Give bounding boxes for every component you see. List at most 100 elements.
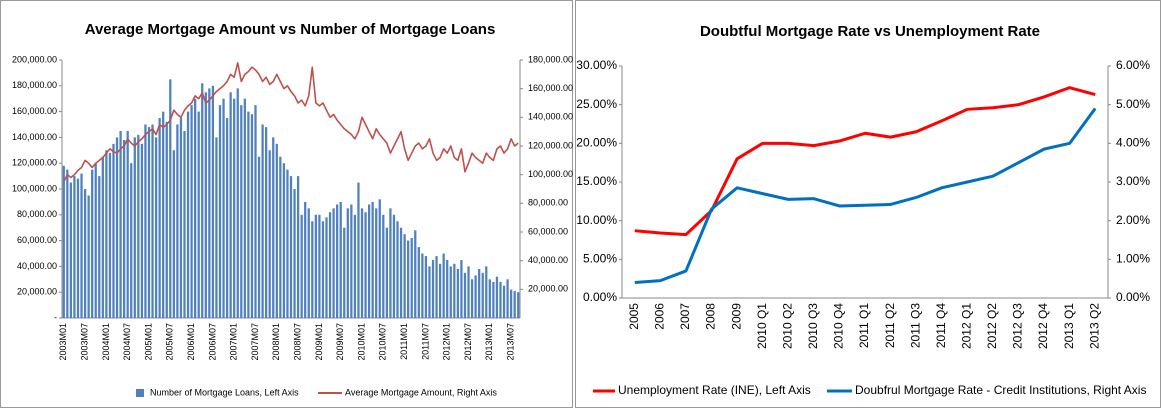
x-tick-label: 2007M07 [250, 323, 260, 361]
bar [176, 124, 179, 318]
y-tick-label: 30.00% [576, 58, 617, 72]
bar [495, 276, 499, 318]
x-tick-label: 2010 Q1 [755, 303, 769, 349]
bar [162, 111, 165, 318]
bar [122, 139, 126, 318]
x-tick-label: 2010M01 [356, 323, 366, 361]
bar [339, 201, 342, 318]
bar [115, 137, 119, 318]
bar [204, 92, 207, 318]
bar [225, 118, 229, 318]
x-tick-label: 2011 Q3 [908, 303, 922, 348]
bar [240, 105, 243, 319]
x-tick-label: 2007 [678, 303, 692, 330]
chart-title: Average Mortgage Amount vs Number of Mor… [85, 21, 496, 38]
y2-tick-label: 20,000.00 [528, 284, 568, 294]
x-tick-label: 2012 Q1 [959, 303, 973, 349]
bar [151, 124, 154, 318]
bar [222, 98, 225, 318]
y-tick-label: 120,000.00 [12, 158, 57, 168]
bar [488, 279, 491, 318]
bar [215, 137, 218, 318]
bar [172, 150, 175, 318]
bar [108, 152, 112, 318]
x-tick-label: 2011 Q4 [934, 303, 948, 348]
y-tick-label: - [54, 312, 57, 322]
bar [236, 88, 239, 318]
y2-tick-label: 0.00% [1116, 290, 1150, 304]
bar [293, 189, 296, 318]
x-tick-label: 2011M01 [399, 323, 409, 360]
bar [421, 253, 424, 318]
bar [336, 204, 339, 318]
bar [190, 105, 193, 319]
bar [179, 118, 183, 318]
bar [389, 208, 392, 318]
x-tick-label: 2012 Q3 [1011, 303, 1025, 349]
x-tick-label: 2009M01 [314, 323, 324, 361]
y2-tick-label: 2.00% [1116, 213, 1150, 227]
y-tick-label: 80,000.00 [17, 209, 57, 219]
bar [208, 88, 211, 318]
legend-swatch [136, 389, 144, 397]
x-tick-label: 2004M01 [101, 323, 111, 361]
y2-tick-label: 40,000.00 [528, 255, 568, 265]
bar [371, 201, 374, 318]
bar [307, 208, 310, 318]
x-tick-label: 2008M07 [292, 323, 302, 361]
bar [229, 92, 232, 318]
x-tick-label: 2013M07 [505, 323, 515, 361]
x-tick-label: 2005 [627, 303, 641, 330]
y2-tick-label: 1.00% [1116, 252, 1150, 266]
bar [463, 272, 467, 318]
bar [449, 266, 452, 318]
bar [243, 98, 246, 318]
bar [407, 240, 410, 318]
x-tick-label: 2012M07 [463, 323, 473, 361]
x-tick-label: 2006M07 [207, 323, 217, 361]
bar [158, 118, 161, 318]
y-tick-label: 20.00% [576, 136, 617, 150]
bar [218, 105, 222, 319]
bar [169, 79, 172, 318]
bar [73, 176, 76, 318]
bar [460, 259, 463, 318]
x-tick-label: 2007M01 [229, 323, 239, 361]
y2-tick-label: 120,000.00 [528, 140, 573, 150]
y2-tick-label: 80,000.00 [528, 198, 568, 208]
chart-title: Doubtful Mortgage Rate vs Unemployment R… [700, 23, 1040, 40]
x-tick-label: 2012 Q2 [985, 303, 999, 349]
bar [509, 289, 513, 318]
bar [69, 182, 73, 318]
bar [485, 266, 488, 318]
bar [506, 279, 509, 318]
bar [197, 111, 200, 318]
x-tick-label: 2010 Q3 [806, 303, 820, 349]
bar [346, 208, 349, 318]
bar [442, 253, 445, 318]
y2-tick-label: 5.00% [1116, 97, 1150, 111]
bar [392, 214, 396, 318]
y-tick-label: 40,000.00 [17, 261, 57, 271]
y2-tick-label: 160,000.00 [528, 83, 573, 93]
x-tick-label: 2010 Q4 [832, 303, 846, 349]
bar [453, 263, 456, 318]
bar [62, 165, 65, 318]
x-tick-label: 2008M01 [271, 323, 281, 361]
y-tick-label: 25.00% [576, 97, 617, 111]
bar [492, 281, 495, 318]
bar [194, 98, 197, 318]
bar [375, 208, 378, 318]
y-tick-label: 0.00% [583, 290, 617, 304]
bar [247, 111, 250, 318]
bar [87, 195, 90, 318]
bar [126, 130, 129, 318]
legend-label: Doubfrul Mortgage Rate - Credit Institut… [855, 383, 1146, 397]
bar [76, 178, 80, 318]
bar [233, 98, 236, 318]
bar [318, 214, 321, 318]
bar [470, 279, 474, 318]
x-tick-label: 2010M07 [378, 323, 388, 361]
bar [165, 121, 168, 318]
x-tick-label: 2005M07 [165, 323, 175, 361]
